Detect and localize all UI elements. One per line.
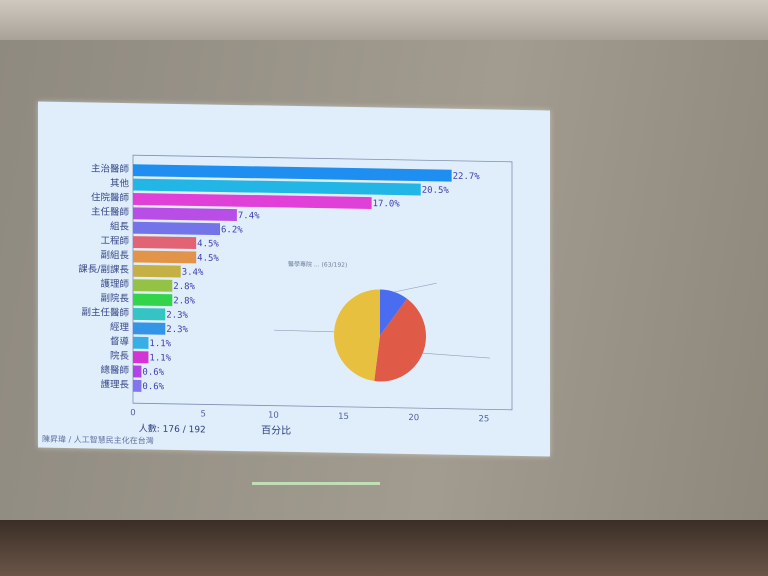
stage-floor <box>0 520 768 576</box>
value-label: 2.3% <box>166 311 188 321</box>
x-tick-label: 25 <box>479 414 490 424</box>
pie-leader-line <box>274 329 335 333</box>
bar <box>133 365 142 378</box>
pie-leader-line <box>422 352 490 359</box>
category-label: 副主任醫師 <box>81 306 129 319</box>
category-label: 住院醫師 <box>91 191 129 204</box>
x-tick-label: 0 <box>130 408 135 418</box>
bar <box>133 379 142 392</box>
category-label: 護理師 <box>100 278 129 291</box>
value-label: 2.3% <box>166 325 188 335</box>
category-label: 主治醫師 <box>91 162 129 175</box>
value-label: 0.6% <box>142 382 164 392</box>
category-label: 其他 <box>110 177 129 189</box>
category-label: 工程師 <box>100 234 129 247</box>
value-label: 1.1% <box>149 353 171 363</box>
projector-light <box>252 482 380 485</box>
value-label: 4.5% <box>197 254 219 264</box>
value-label: 3.4% <box>182 268 204 278</box>
value-label: 0.6% <box>142 368 164 378</box>
pie-slice <box>380 289 408 336</box>
category-label: 主任醫師 <box>91 206 129 219</box>
slide: 主治醫師 22.7% 其他 20.5% 住院醫師 17.0% 主任醫師 7.4% 組長 6.2% 工… <box>38 101 550 457</box>
bar <box>133 178 421 196</box>
pie-leader-line <box>394 282 437 293</box>
value-label: 6.2% <box>221 225 243 235</box>
x-tick-label: 10 <box>268 411 279 421</box>
value-label: 2.8% <box>173 296 195 306</box>
pie-slice <box>374 298 426 382</box>
bar <box>133 336 149 349</box>
value-label: 7.4% <box>238 211 260 221</box>
count-note: 人數: 176 / 192 <box>139 422 206 435</box>
value-label: 17.0% <box>373 199 401 209</box>
pie-slice <box>334 289 380 382</box>
x-tick-label: 5 <box>200 409 205 419</box>
chart: 主治醫師 22.7% 其他 20.5% 住院醫師 17.0% 主任醫師 7.4% 組長 6.2% 工… <box>42 154 513 446</box>
bar <box>133 351 149 364</box>
footer-text: 陳昇瑋 / 人工智慧民主化在台灣 <box>42 434 154 446</box>
category-label: 院長 <box>110 350 129 362</box>
value-label: 20.5% <box>422 186 450 196</box>
category-label: 組長 <box>110 220 129 232</box>
bar <box>133 307 166 321</box>
bar <box>133 221 221 236</box>
bar <box>133 279 173 292</box>
bar <box>133 293 173 307</box>
bar <box>133 250 197 264</box>
category-label: 總醫師 <box>100 364 129 377</box>
bar <box>133 264 181 278</box>
bar <box>133 207 237 222</box>
value-label: 4.5% <box>197 239 219 249</box>
category-label: 護理長 <box>100 378 129 391</box>
x-tick-label: 15 <box>338 412 349 422</box>
bar <box>133 164 452 182</box>
value-label: 1.1% <box>149 339 171 349</box>
category-label: 副組長 <box>100 249 129 262</box>
x-axis-label: 百分比 <box>261 424 291 437</box>
x-tick-label: 20 <box>408 413 419 423</box>
category-label: 經理 <box>110 321 129 333</box>
bar <box>133 236 197 250</box>
value-label: 22.7% <box>453 172 481 182</box>
category-label: 督導 <box>110 335 129 347</box>
category-label: 副院長 <box>100 292 129 305</box>
bar <box>133 192 372 209</box>
value-label: 2.8% <box>173 282 195 292</box>
bar <box>133 322 166 335</box>
pie-title: 醫學專院 ... (63/192) <box>288 260 347 269</box>
category-label: 課長/副課長 <box>78 263 129 276</box>
